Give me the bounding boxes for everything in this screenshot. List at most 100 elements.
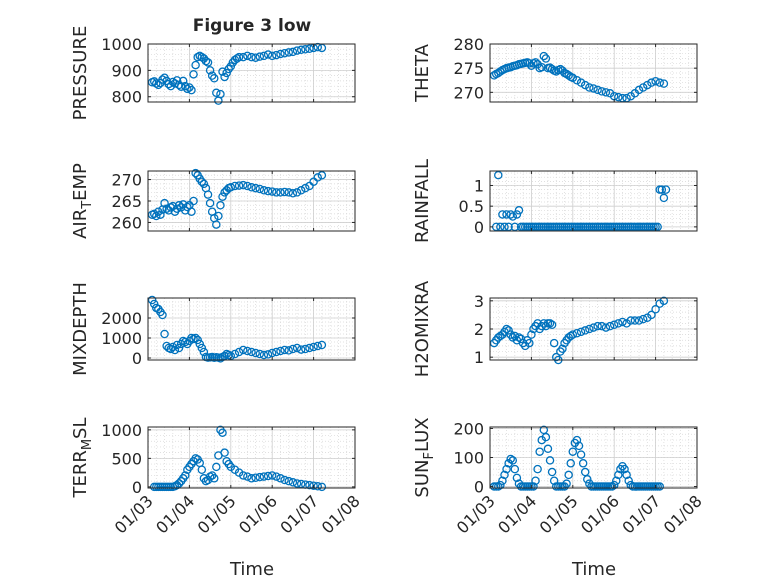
data-point bbox=[199, 179, 209, 189]
data-point bbox=[296, 186, 306, 195]
data-point bbox=[500, 470, 509, 480]
data-point bbox=[160, 329, 169, 339]
data-point bbox=[243, 472, 252, 481]
data-point bbox=[572, 435, 582, 445]
data-point bbox=[572, 328, 582, 338]
data-point bbox=[259, 186, 269, 195]
data-point bbox=[510, 222, 520, 232]
ylabel-pressure: PRESSURE bbox=[70, 26, 91, 121]
data-point bbox=[203, 190, 213, 199]
data-point bbox=[191, 60, 200, 70]
data-point bbox=[230, 181, 240, 191]
ytick-label: 275 bbox=[453, 59, 484, 78]
data-point bbox=[226, 183, 236, 192]
data-point bbox=[305, 343, 314, 353]
subplot-h2omixra: 1 2 3 H2OMIXRA bbox=[412, 280, 698, 377]
data-point bbox=[272, 50, 281, 60]
ytick-label: 200 bbox=[453, 419, 484, 438]
ytick-label: 1000 bbox=[101, 421, 142, 440]
data-point bbox=[212, 220, 221, 229]
ylabel-sun-flux: SUNFLUX bbox=[412, 417, 437, 497]
data-point bbox=[220, 448, 229, 457]
ytick-label: 1 bbox=[474, 348, 484, 367]
subplot-pressure: 800 900 1000 PRESSURE bbox=[70, 26, 356, 121]
data-point bbox=[263, 350, 273, 359]
data-point bbox=[496, 67, 505, 76]
ytick-label: 3 bbox=[474, 292, 484, 311]
data-point bbox=[502, 324, 511, 334]
data-point bbox=[212, 88, 221, 98]
ylabel-theta: THETA bbox=[412, 43, 433, 103]
data-point bbox=[614, 470, 623, 480]
axes-box bbox=[489, 43, 698, 103]
data-point bbox=[564, 71, 573, 80]
data-point bbox=[216, 354, 225, 363]
data-point bbox=[620, 464, 629, 474]
data-point bbox=[166, 344, 176, 354]
data-point bbox=[317, 482, 327, 492]
axes-box bbox=[489, 170, 698, 232]
ylabel-h2omixra: H2OMIXRA bbox=[412, 280, 433, 377]
data-point bbox=[622, 470, 631, 480]
ytick-label: 900 bbox=[111, 61, 142, 80]
data-point bbox=[578, 459, 588, 468]
data-point bbox=[238, 52, 248, 62]
data-point bbox=[659, 193, 669, 203]
ytick-label: 800 bbox=[111, 88, 142, 107]
data-point bbox=[580, 80, 590, 90]
data-point bbox=[659, 296, 669, 306]
data-point bbox=[247, 474, 256, 483]
data-point bbox=[191, 168, 200, 178]
ylabel-rainfall: RAINFALL bbox=[412, 159, 433, 243]
data-point bbox=[309, 342, 318, 352]
data-point bbox=[280, 475, 289, 485]
data-point bbox=[218, 428, 227, 437]
data-point bbox=[255, 184, 265, 194]
series-terr-msl bbox=[149, 425, 327, 492]
data-point bbox=[634, 85, 644, 95]
data-point bbox=[547, 320, 557, 330]
data-point bbox=[516, 334, 526, 344]
plot-area-pressure bbox=[148, 44, 355, 102]
data-point bbox=[174, 479, 184, 488]
data-point bbox=[284, 48, 294, 57]
series-pressure bbox=[147, 42, 327, 105]
data-point bbox=[568, 73, 578, 83]
data-point bbox=[267, 471, 277, 480]
data-point bbox=[247, 52, 256, 62]
data-point bbox=[183, 202, 192, 212]
data-point bbox=[205, 66, 215, 75]
data-point bbox=[181, 337, 190, 347]
data-point bbox=[506, 454, 515, 464]
series-sun-flux bbox=[489, 425, 664, 491]
data-point bbox=[653, 222, 662, 232]
data-point bbox=[158, 310, 167, 320]
data-point bbox=[212, 462, 221, 472]
data-point bbox=[168, 201, 178, 211]
data-point bbox=[576, 327, 586, 337]
data-point bbox=[272, 347, 281, 357]
data-point bbox=[618, 317, 627, 327]
data-point bbox=[199, 347, 209, 357]
data-point bbox=[197, 465, 207, 475]
data-point bbox=[238, 471, 248, 480]
data-point bbox=[174, 201, 184, 210]
data-point bbox=[614, 92, 623, 102]
data-point bbox=[197, 343, 207, 353]
data-point bbox=[601, 323, 611, 332]
data-point bbox=[207, 71, 217, 80]
data-point bbox=[284, 476, 294, 486]
data-point bbox=[313, 482, 322, 491]
data-point bbox=[187, 207, 196, 216]
data-point bbox=[494, 170, 503, 180]
data-point bbox=[197, 177, 207, 186]
data-point bbox=[498, 210, 507, 219]
data-point bbox=[566, 459, 575, 468]
data-point bbox=[288, 47, 298, 57]
ytick-label: 1000 bbox=[101, 329, 142, 348]
data-point bbox=[597, 87, 607, 96]
data-point bbox=[234, 347, 244, 357]
data-point bbox=[178, 76, 188, 86]
data-point bbox=[296, 345, 306, 354]
data-point bbox=[549, 338, 559, 348]
